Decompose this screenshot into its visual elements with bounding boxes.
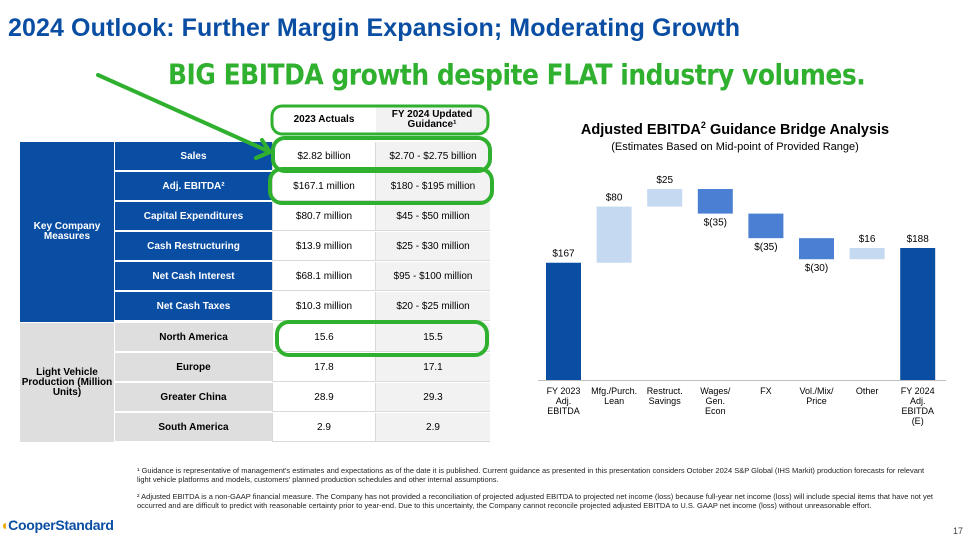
- row-label: South America: [115, 413, 272, 442]
- cell-guidance: 17.1: [375, 353, 490, 382]
- data-label-5: $(30): [805, 263, 828, 274]
- highlight-ebitda: [268, 167, 494, 205]
- col-header-2023: 2023 Actuals: [293, 114, 355, 125]
- group-light-vehicle-production: Light Vehicle Production (Million Units): [20, 323, 114, 442]
- category-label-2: Restruct. Savings: [647, 386, 683, 406]
- data-label-0: $167: [552, 249, 575, 260]
- category-label-6: Other: [856, 386, 879, 396]
- annotation-headline: BIG EBITDA growth despite FLAT industry …: [168, 58, 866, 92]
- cell-guidance: $25 - $30 million: [375, 232, 490, 261]
- bar-6: [849, 248, 885, 260]
- cell-guidance: 15.5: [375, 323, 490, 352]
- cell-actual: 28.9: [272, 383, 375, 412]
- cell-actual: 15.6: [272, 323, 375, 352]
- data-label-3: $(35): [704, 218, 727, 229]
- data-label-4: $(35): [754, 242, 777, 253]
- bar-5: [799, 238, 834, 260]
- cell-guidance: $180 - $195 million: [375, 172, 490, 201]
- row-label: Net Cash Taxes: [115, 292, 272, 321]
- row-label: Net Cash Interest: [115, 262, 272, 291]
- row-label: Cash Restructuring: [115, 232, 272, 261]
- table-row: Capital Expenditures $80.7 million $45 -…: [115, 202, 490, 231]
- category-label-5: Vol./Mix/Price: [799, 386, 834, 406]
- cell-actual: 17.8: [272, 353, 375, 382]
- table-row: Net Cash Interest $68.1 million $95 - $1…: [115, 262, 490, 291]
- bar-7: [900, 248, 936, 380]
- chart-title: Adjusted EBITDA2 Guidance Bridge Analysi…: [580, 120, 890, 138]
- table-row: Adj. EBITDA² $167.1 million $180 - $195 …: [115, 172, 490, 201]
- logo-mark-icon: ◖: [0, 517, 9, 533]
- category-label-7: FY 2024 Adj. EBITDA (E): [901, 386, 935, 426]
- col-header-2024: FY 2024 Updated Guidance¹: [376, 107, 488, 133]
- bar-2: [647, 189, 683, 207]
- data-label-7: $188: [907, 234, 930, 245]
- table-row: Net Cash Taxes $10.3 million $20 - $25 m…: [115, 292, 490, 321]
- row-label: Sales: [115, 142, 272, 171]
- table-row: Greater China 28.9 29.3: [115, 383, 490, 412]
- page-number: 17: [952, 526, 963, 536]
- cell-actual: $68.1 million: [272, 262, 375, 291]
- cell-actual: $13.9 million: [272, 232, 375, 261]
- data-label-2: $25: [656, 175, 673, 186]
- row-label: Greater China: [115, 383, 272, 412]
- highlight-header: [270, 104, 490, 136]
- bar-4: [748, 213, 784, 239]
- category-label-1: Mfg./Purch. Lean: [591, 386, 637, 406]
- bar-1: [596, 206, 632, 263]
- bar-0: [546, 262, 581, 380]
- cell-guidance: 29.3: [375, 383, 490, 412]
- category-label-4: FX: [760, 386, 772, 396]
- cell-actual: 2.9: [272, 413, 375, 442]
- bar-3: [697, 189, 733, 214]
- cell-actual: $167.1 million: [272, 172, 375, 201]
- table-row: Cash Restructuring $13.9 million $25 - $…: [115, 232, 490, 261]
- row-label: Adj. EBITDA²: [115, 172, 272, 201]
- cell-guidance: $45 - $50 million: [375, 202, 490, 231]
- arrow-head: [254, 138, 272, 160]
- cell-guidance: $2.70 - $2.75 billion: [375, 142, 490, 171]
- arrow-line: [96, 73, 272, 154]
- category-label-3: Wages/Gen. Econ: [700, 386, 731, 416]
- table-row: Europe 17.8 17.1: [115, 353, 490, 382]
- data-label-1: $80: [606, 193, 623, 204]
- cell-actual: $80.7 million: [272, 202, 375, 231]
- cell-guidance: $95 - $100 million: [375, 262, 490, 291]
- data-label-6: $16: [859, 234, 876, 245]
- group-key-company-measures: Key Company Measures: [20, 142, 114, 322]
- category-label-0: FY 2023 Adj. EBITDA: [547, 386, 581, 416]
- footnote-1: ¹ Guidance is representative of manageme…: [137, 466, 925, 484]
- highlight-north-america: [275, 320, 489, 357]
- table-row: South America 2.9 2.9: [115, 413, 490, 442]
- chart-subtitle: (Estimates Based on Mid-point of Provide…: [611, 141, 859, 153]
- page-title: 2024 Outlook: Further Margin Expansion; …: [8, 14, 741, 42]
- company-logo: ◖CooperStandard: [0, 517, 114, 533]
- row-label: Europe: [115, 353, 272, 382]
- table-row: Sales $2.82 billion $2.70 - $2.75 billio…: [115, 142, 490, 171]
- table-row: North America 15.6 15.5: [115, 323, 490, 352]
- cell-guidance: 2.9: [375, 413, 490, 442]
- footnote-2: ² Adjusted EBITDA is a non-GAAP financia…: [137, 492, 933, 510]
- row-label: Capital Expenditures: [115, 202, 272, 231]
- row-label: North America: [115, 323, 272, 352]
